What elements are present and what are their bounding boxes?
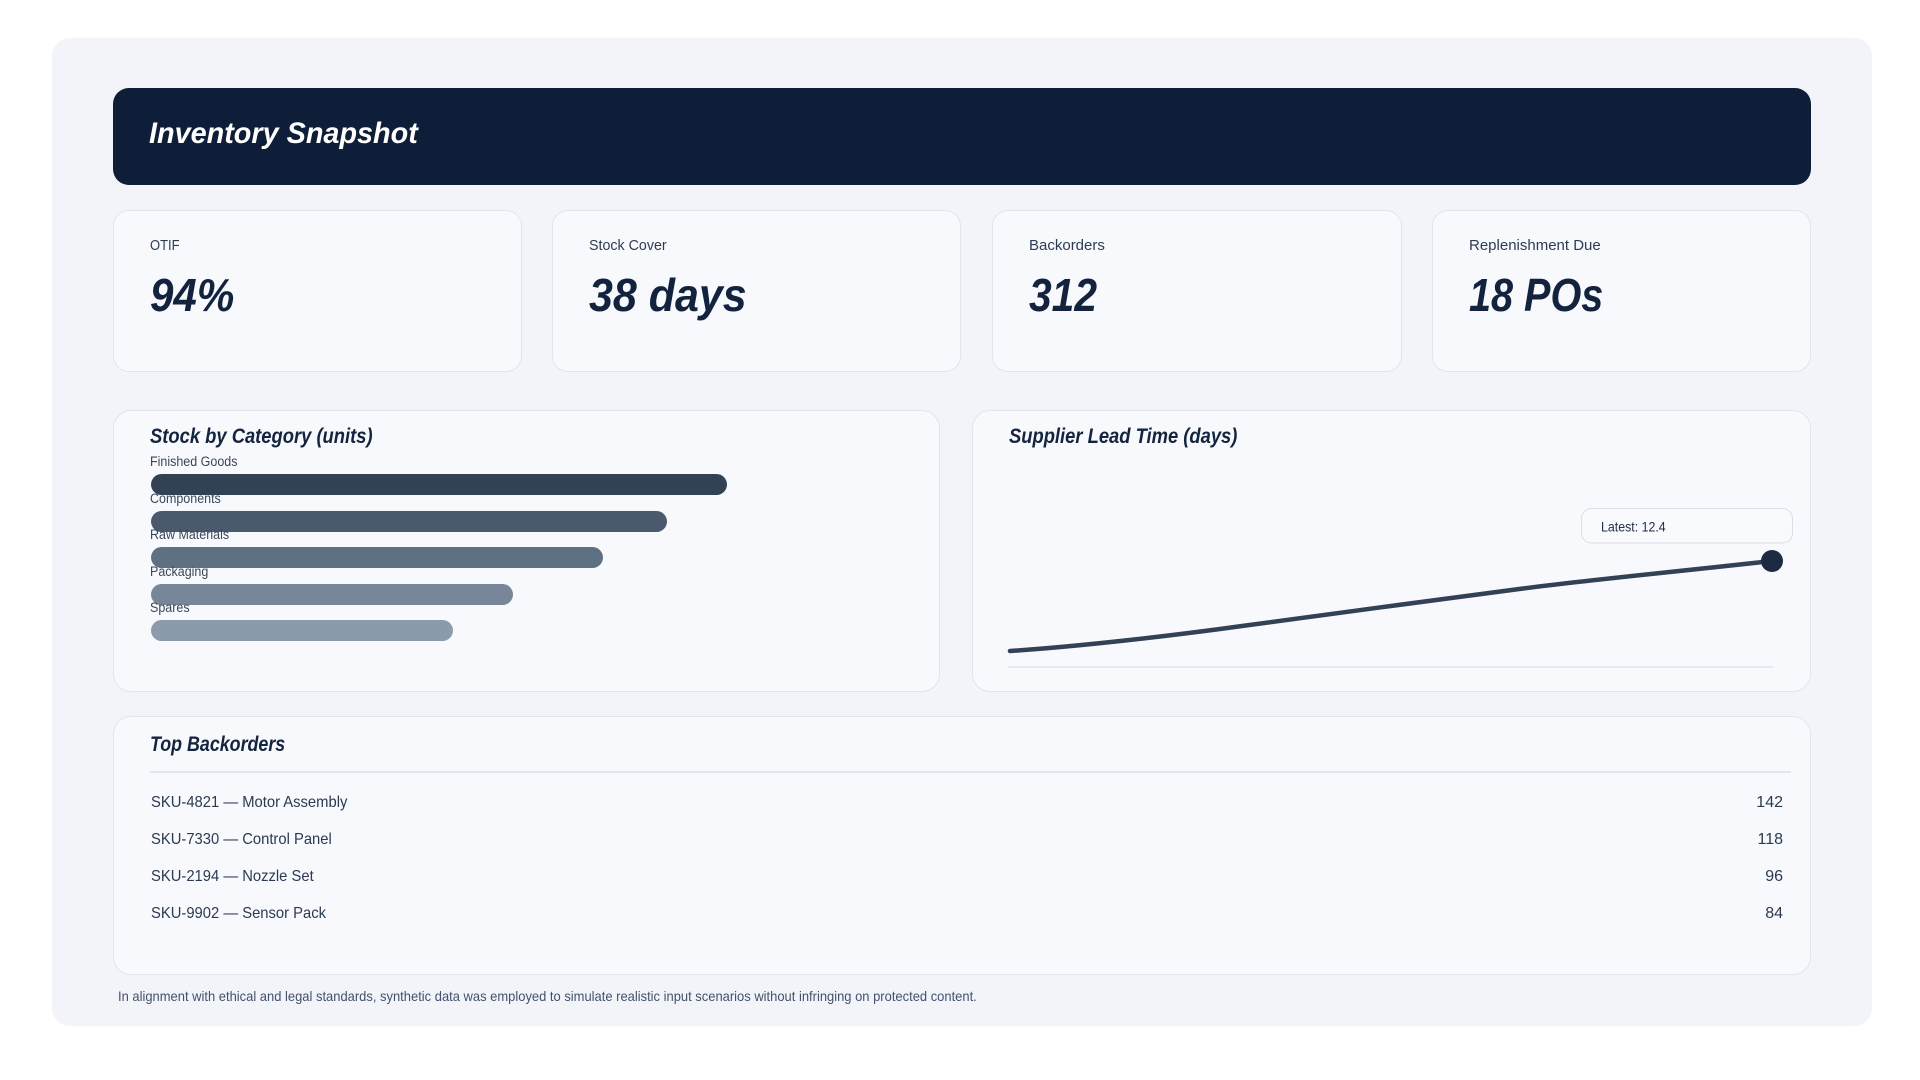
svg-text:Latest: 12.4: Latest: 12.4 [1601,519,1666,535]
